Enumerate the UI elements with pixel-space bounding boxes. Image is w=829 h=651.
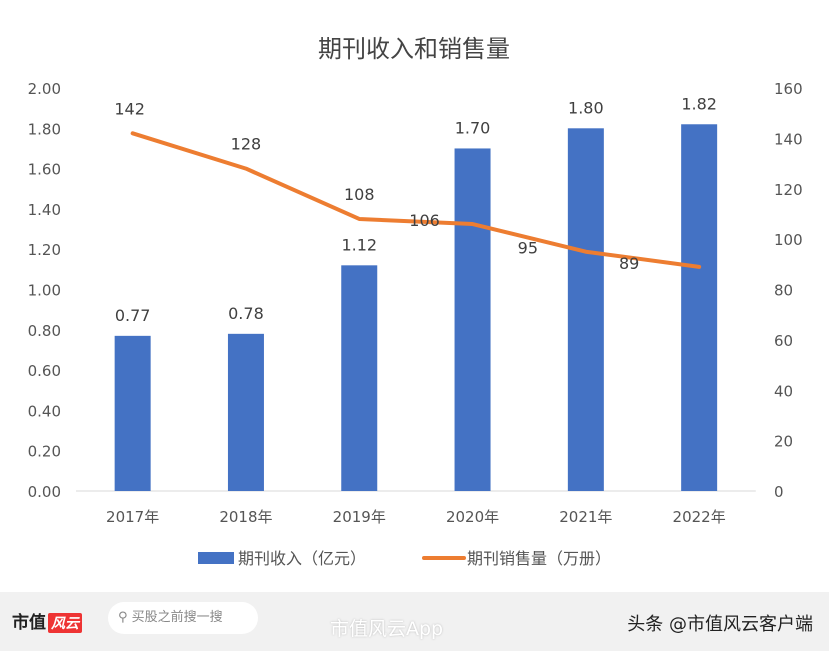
line-data-label: 95: [518, 239, 538, 258]
combo-chart: 期刊收入和销售量 0.00 0.20 0.40 0.60 0.80 1.00 1.20 1.40…: [28, 35, 803, 568]
line-data-label: 142: [114, 99, 145, 118]
line-data-label: 106: [409, 211, 440, 230]
bar: [227, 333, 264, 491]
right-axis-tick: 60: [774, 332, 793, 350]
line-data-label: 128: [231, 135, 262, 154]
legend-bar-swatch: [198, 552, 234, 564]
weibo-watermark: 市值风云App: [330, 618, 444, 640]
right-axis-tick: 160: [774, 80, 803, 98]
x-axis-tick: 2021年: [559, 508, 612, 526]
bar-data-label: 1.80: [568, 98, 604, 117]
right-axis-tick: 40: [774, 382, 793, 400]
x-axis-tick: 2018年: [219, 508, 272, 526]
left-axis-tick: 0.20: [28, 443, 61, 461]
left-axis-tick: 0.80: [28, 322, 61, 340]
left-axis-tick: 0.00: [28, 483, 61, 501]
bar-data-label: 1.12: [341, 235, 377, 254]
chart-title: 期刊收入和销售量: [318, 35, 510, 63]
sales-line: [130, 131, 702, 269]
right-axis-tick: 100: [774, 231, 803, 249]
left-axis-tick: 2.00: [28, 80, 61, 98]
search-icon: ⚲: [118, 610, 132, 625]
line-data-label: 89: [619, 254, 639, 273]
bar-data-label: 1.82: [681, 94, 717, 113]
left-axis-tick: 1.80: [28, 120, 61, 138]
right-axis-tick: 20: [774, 433, 793, 451]
right-axis-tick: 80: [774, 282, 793, 300]
left-axis-tick: 0.60: [28, 362, 61, 380]
bar-data-label: 1.70: [455, 118, 491, 137]
search-input[interactable]: ⚲ 买股之前搜一搜: [108, 602, 258, 634]
legend-bar-label: 期刊收入（亿元）: [238, 549, 366, 568]
right-axis-tick: 120: [774, 181, 803, 199]
x-axis-tick: 2019年: [333, 508, 386, 526]
bar-data-label: 0.78: [228, 304, 264, 323]
left-axis-tick: 0.40: [28, 402, 61, 420]
x-axis-tick: 2020年: [446, 508, 499, 526]
right-axis-tick: 0: [774, 483, 784, 501]
bar: [454, 148, 491, 491]
bar: [567, 128, 604, 492]
bar: [681, 124, 718, 492]
left-axis-tick: 1.00: [28, 282, 61, 300]
bar: [341, 265, 378, 491]
x-axis-tick: 2017年: [106, 508, 159, 526]
bar: [114, 335, 151, 491]
left-axis-tick: 1.40: [28, 201, 61, 219]
left-axis-tick: 1.60: [28, 161, 61, 179]
right-axis-tick: 140: [774, 130, 803, 148]
left-axis-tick: 1.20: [28, 241, 61, 259]
legend-line-label: 期刊销售量（万册）: [467, 549, 611, 568]
bar-data-label: 0.77: [115, 306, 151, 325]
source-credit: 头条 @市值风云客户端: [627, 614, 813, 635]
x-axis-tick: 2022年: [673, 508, 726, 526]
line-data-label: 108: [344, 185, 375, 204]
footer-bar: 市值 风云 ⚲ 买股之前搜一搜 市值风云App 头条 @市值风云客户端: [0, 592, 829, 651]
brand-logo: 市值 风云: [12, 608, 82, 633]
